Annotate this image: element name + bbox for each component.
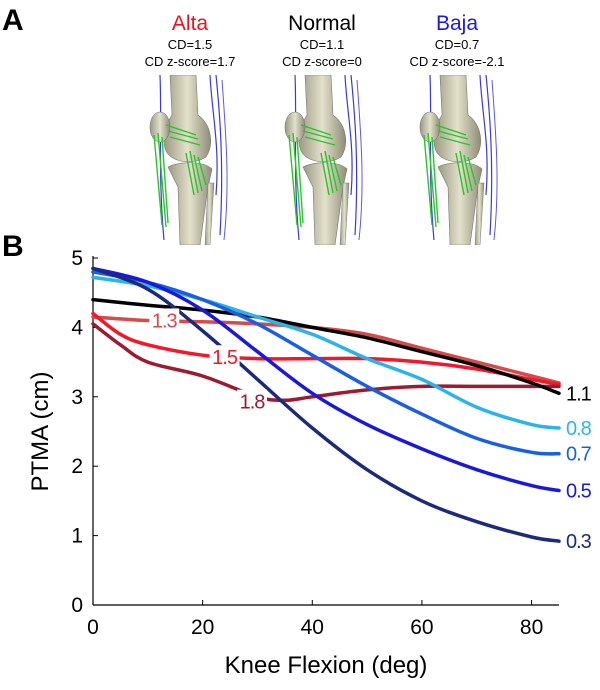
y-tick-label: 5	[71, 247, 83, 270]
y-axis-label: PTMA (cm)	[27, 372, 54, 492]
condition-baja: Baja CD=0.7 CD z-score=-2.1	[392, 12, 522, 70]
series-label-0-8: 0.8	[566, 418, 592, 440]
y-tick-label: 4	[71, 316, 83, 339]
series-label-1-5: 1.5	[212, 347, 238, 369]
condition-baja-title: Baja	[435, 12, 479, 35]
series-label-bg	[149, 308, 180, 331]
condition-alta-zscore: CD z-score=1.7	[144, 54, 236, 69]
condition-normal-zscore: CD z-score=0	[282, 54, 362, 69]
condition-baja-cd: CD=0.7	[434, 37, 480, 52]
condition-alta: Alta CD=1.5 CD z-score=1.7	[125, 12, 255, 70]
series-label-0-3: 0.3	[566, 531, 592, 553]
x-axis-label: Knee Flexion (deg)	[225, 652, 428, 679]
series-label-0-7: 0.7	[566, 444, 592, 466]
condition-normal: Normal CD=1.1 CD z-score=0	[257, 12, 387, 70]
series-line-1-8	[91, 322, 561, 403]
condition-normal-title: Normal	[288, 12, 356, 35]
condition-alta-cd: CD=1.5	[167, 37, 213, 52]
condition-baja-zscore: CD z-score=-2.1	[409, 54, 505, 69]
series-label-bg	[236, 389, 267, 412]
series-line-0-8	[91, 275, 561, 430]
condition-normal-cd: CD=1.1	[299, 37, 345, 52]
x-tick-label: 0	[87, 616, 99, 639]
x-tick-label: 20	[191, 616, 214, 639]
y-tick-label: 1	[71, 525, 83, 548]
series-line-0-7	[91, 270, 561, 456]
y-tick-label: 3	[71, 386, 83, 409]
x-tick-label: 80	[520, 616, 543, 639]
x-tick-label: 60	[410, 616, 433, 639]
series-line-0-5	[91, 266, 561, 493]
y-tick-label: 2	[71, 455, 83, 478]
panel-a-label: A	[2, 4, 24, 37]
series-label-0-5: 0.5	[566, 480, 592, 502]
x-tick-label: 40	[301, 616, 324, 639]
panel-b-label: B	[2, 230, 24, 263]
condition-alta-title: Alta	[171, 12, 209, 35]
series-label-1-1: 1.1	[566, 383, 592, 405]
series-label-1-8: 1.8	[240, 392, 266, 414]
y-tick-label: 0	[71, 594, 83, 617]
series-label-bg	[209, 345, 240, 368]
series-label-1-3: 1.3	[152, 310, 178, 332]
